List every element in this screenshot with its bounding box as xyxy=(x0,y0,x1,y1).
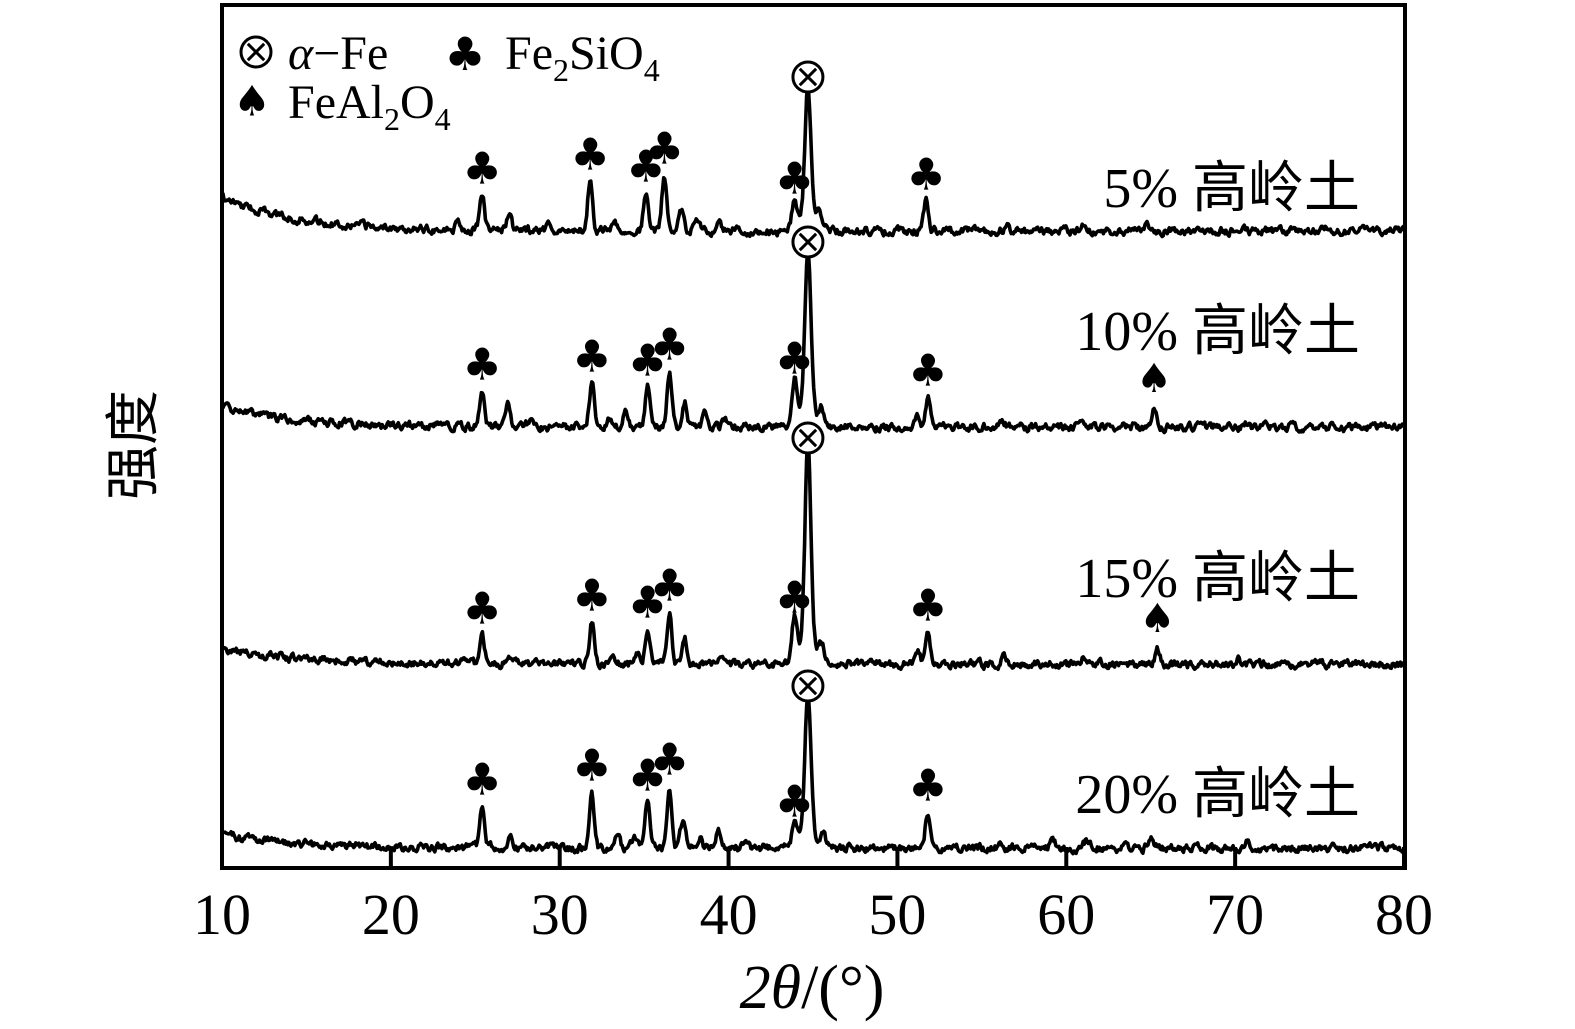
x-tick-label: 50 xyxy=(868,882,926,947)
legend-circle-x-icon xyxy=(239,35,273,69)
peak-marker-circle-x-icon xyxy=(791,421,825,455)
series-label: 10% 高岭土 xyxy=(1075,301,1360,363)
xrd-trace xyxy=(220,249,1406,435)
peak-marker-club-icon: ♣ xyxy=(626,142,665,193)
x-axis-title: 2θ/(°) xyxy=(740,954,885,1022)
series-label: 20% 高岭土 xyxy=(1075,764,1360,826)
peak-marker-club-icon: ♣ xyxy=(650,735,689,786)
peak-marker-club-icon: ♣ xyxy=(908,346,947,397)
legend-item: α−Fe xyxy=(239,27,388,80)
peak-marker-club-icon: ♣ xyxy=(650,561,689,612)
peak-marker-club-icon: ♣ xyxy=(462,340,501,391)
x-tick-label: 40 xyxy=(700,882,758,947)
x-tick-label: 10 xyxy=(193,882,251,947)
series-labels: 5% 高岭土 10% 高岭土 15% 高岭土 20% 高岭土 xyxy=(1075,158,1360,826)
peak-marker-club-icon: ♣ xyxy=(775,334,814,385)
x-tick-label: 80 xyxy=(1375,882,1433,947)
xrd-trace xyxy=(220,690,1406,856)
peak-marker-club-icon: ♣ xyxy=(775,154,814,205)
legend-spade-icon: ♠ xyxy=(233,77,271,126)
peak-marker-club-icon: ♣ xyxy=(775,573,814,624)
peak-marker-club-icon: ♣ xyxy=(645,124,684,175)
peak-marker-club-icon: ♣ xyxy=(572,332,611,383)
peak-marker-club-icon: ♣ xyxy=(572,571,611,622)
legend-club-icon: ♣ xyxy=(444,27,485,81)
peak-marker-club-icon: ♣ xyxy=(570,130,609,181)
xrd-trace xyxy=(220,84,1406,239)
plot-frame xyxy=(220,3,1407,870)
legend-label: Fe2SiO4 xyxy=(505,27,660,88)
series-label: 15% 高岭土 xyxy=(1075,548,1360,610)
x-tick-label: 60 xyxy=(1037,882,1095,947)
peak-marker-club-icon: ♣ xyxy=(628,336,667,387)
peak-marker-club-icon: ♣ xyxy=(908,581,947,632)
peak-marker-spade-icon: ♠ xyxy=(1136,356,1172,402)
x-tick-label: 20 xyxy=(362,882,420,947)
series-label: 5% 高岭土 xyxy=(1103,158,1360,220)
x-tick-label: 30 xyxy=(531,882,589,947)
peak-marker-club-icon: ♣ xyxy=(775,777,814,828)
peak-marker-club-icon: ♣ xyxy=(462,584,501,635)
peak-marker-club-icon: ♣ xyxy=(628,751,667,802)
legend: α−Fe ♣ Fe2SiO4 ♠ FeAl2O4 xyxy=(233,27,660,137)
legend-item: ♠ FeAl2O4 xyxy=(233,76,451,137)
peak-marker-club-icon: ♣ xyxy=(650,320,689,371)
xrd-trace xyxy=(220,439,1406,672)
legend-label: FeAl2O4 xyxy=(288,76,451,137)
peak-marker-club-icon: ♣ xyxy=(462,755,501,806)
peak-markers-layer: ♣ ♣ ♣♣♣ ♣♣ ♣ ♣♣ ♣ ♣ ♠♣ ♣ ♣♣ ♣ ♣ ♠♣ ♣ ♣♣♣ ♣ xyxy=(462,60,1176,828)
peak-marker-spade-icon: ♠ xyxy=(1140,596,1176,642)
peak-marker-club-icon: ♣ xyxy=(572,741,611,792)
traces-layer xyxy=(220,84,1406,856)
x-axis-ticks xyxy=(220,847,1406,868)
peak-marker-circle-x-icon xyxy=(791,669,825,703)
peak-marker-club-icon: ♣ xyxy=(462,144,501,195)
x-tick-label: 70 xyxy=(1206,882,1264,947)
legend-item: ♣ Fe2SiO4 xyxy=(444,27,659,88)
peak-marker-club-icon: ♣ xyxy=(628,578,667,629)
legend-label: α−Fe xyxy=(288,27,388,80)
peak-marker-circle-x-icon xyxy=(791,225,825,259)
x-axis-tick-labels: 10 20 30 40 50 60 70 80 xyxy=(193,882,1433,947)
y-axis-title: 强度 xyxy=(103,390,164,500)
peak-marker-club-icon: ♣ xyxy=(906,150,945,201)
peak-marker-circle-x-icon xyxy=(791,60,825,94)
peak-marker-club-icon: ♣ xyxy=(908,761,947,812)
